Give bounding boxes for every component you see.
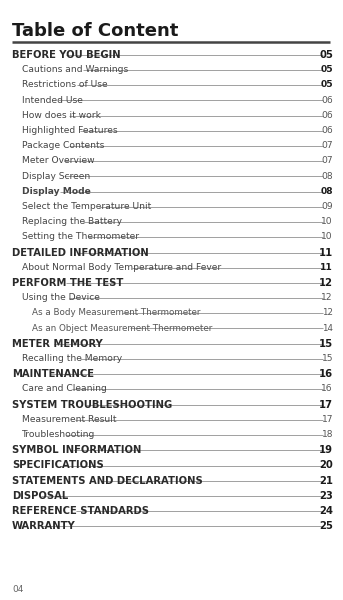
Text: 21: 21 (319, 476, 333, 485)
Text: Select the Temperature Unit: Select the Temperature Unit (22, 202, 151, 211)
Text: DISPOSAL: DISPOSAL (12, 491, 68, 501)
Text: 11: 11 (319, 248, 333, 257)
Text: 17: 17 (321, 415, 333, 424)
Text: REFERENCE STANDARDS: REFERENCE STANDARDS (12, 506, 149, 516)
Text: Display Mode: Display Mode (22, 187, 91, 196)
Text: STATEMENTS AND DECLARATIONS: STATEMENTS AND DECLARATIONS (12, 476, 203, 485)
Text: 23: 23 (319, 491, 333, 501)
Text: Setting the Thermometer: Setting the Thermometer (22, 232, 139, 241)
Text: Care and Cleaning: Care and Cleaning (22, 385, 107, 394)
Text: SPECIFICATIONS: SPECIFICATIONS (12, 460, 104, 470)
Text: 04: 04 (12, 585, 23, 594)
Text: 07: 07 (321, 157, 333, 166)
Text: DETAILED INFORMATION: DETAILED INFORMATION (12, 248, 149, 257)
Text: Cautions and Warnings: Cautions and Warnings (22, 65, 128, 74)
Text: 15: 15 (321, 354, 333, 363)
Text: METER MEMORY: METER MEMORY (12, 339, 103, 349)
Text: 08: 08 (321, 172, 333, 181)
Text: Recalling the Memory: Recalling the Memory (22, 354, 122, 363)
Text: 20: 20 (319, 460, 333, 470)
Text: SYSTEM TROUBLESHOOTING: SYSTEM TROUBLESHOOTING (12, 400, 172, 410)
Text: 17: 17 (319, 400, 333, 410)
Text: Intended Use: Intended Use (22, 95, 83, 104)
Text: 14: 14 (322, 323, 333, 332)
Text: WARRANTY: WARRANTY (12, 521, 76, 531)
Text: 06: 06 (321, 126, 333, 135)
Text: 10: 10 (321, 217, 333, 226)
Text: Display Screen: Display Screen (22, 172, 90, 181)
Text: 25: 25 (319, 521, 333, 531)
Text: 16: 16 (319, 369, 333, 379)
Text: PERFORM THE TEST: PERFORM THE TEST (12, 278, 123, 288)
Text: 18: 18 (321, 430, 333, 439)
Text: Using the Device: Using the Device (22, 293, 100, 302)
Text: Replacing the Battery: Replacing the Battery (22, 217, 122, 226)
Text: How does it work: How does it work (22, 111, 101, 120)
Text: 08: 08 (320, 187, 333, 196)
Text: Table of Content: Table of Content (12, 22, 178, 40)
Text: 16: 16 (321, 385, 333, 394)
Text: As a Body Measurement Thermometer: As a Body Measurement Thermometer (32, 308, 201, 317)
Text: 05: 05 (319, 50, 333, 60)
Text: Measurement Result: Measurement Result (22, 415, 117, 424)
Text: 12: 12 (321, 293, 333, 302)
Text: 24: 24 (319, 506, 333, 516)
Text: Troubleshooting: Troubleshooting (22, 430, 95, 439)
Text: Meter Overview: Meter Overview (22, 157, 95, 166)
Text: About Normal Body Temperature and Fever: About Normal Body Temperature and Fever (22, 263, 221, 272)
Text: BEFORE YOU BEGIN: BEFORE YOU BEGIN (12, 50, 121, 60)
Text: 10: 10 (321, 232, 333, 241)
Text: 05: 05 (320, 80, 333, 89)
Text: MAINTENANCE: MAINTENANCE (12, 369, 94, 379)
Text: 05: 05 (320, 65, 333, 74)
Text: As an Object Measurement Thermometer: As an Object Measurement Thermometer (32, 323, 212, 332)
Text: 19: 19 (319, 445, 333, 455)
Text: 07: 07 (321, 141, 333, 150)
Text: Package Contents: Package Contents (22, 141, 104, 150)
Text: 06: 06 (321, 111, 333, 120)
Text: Restrictions of Use: Restrictions of Use (22, 80, 108, 89)
Text: SYMBOL INFORMATION: SYMBOL INFORMATION (12, 445, 141, 455)
Text: 06: 06 (321, 95, 333, 104)
Text: 12: 12 (322, 308, 333, 317)
Text: 11: 11 (320, 263, 333, 272)
Text: 15: 15 (319, 339, 333, 349)
Text: 09: 09 (321, 202, 333, 211)
Text: 12: 12 (319, 278, 333, 288)
Text: Highlighted Features: Highlighted Features (22, 126, 118, 135)
